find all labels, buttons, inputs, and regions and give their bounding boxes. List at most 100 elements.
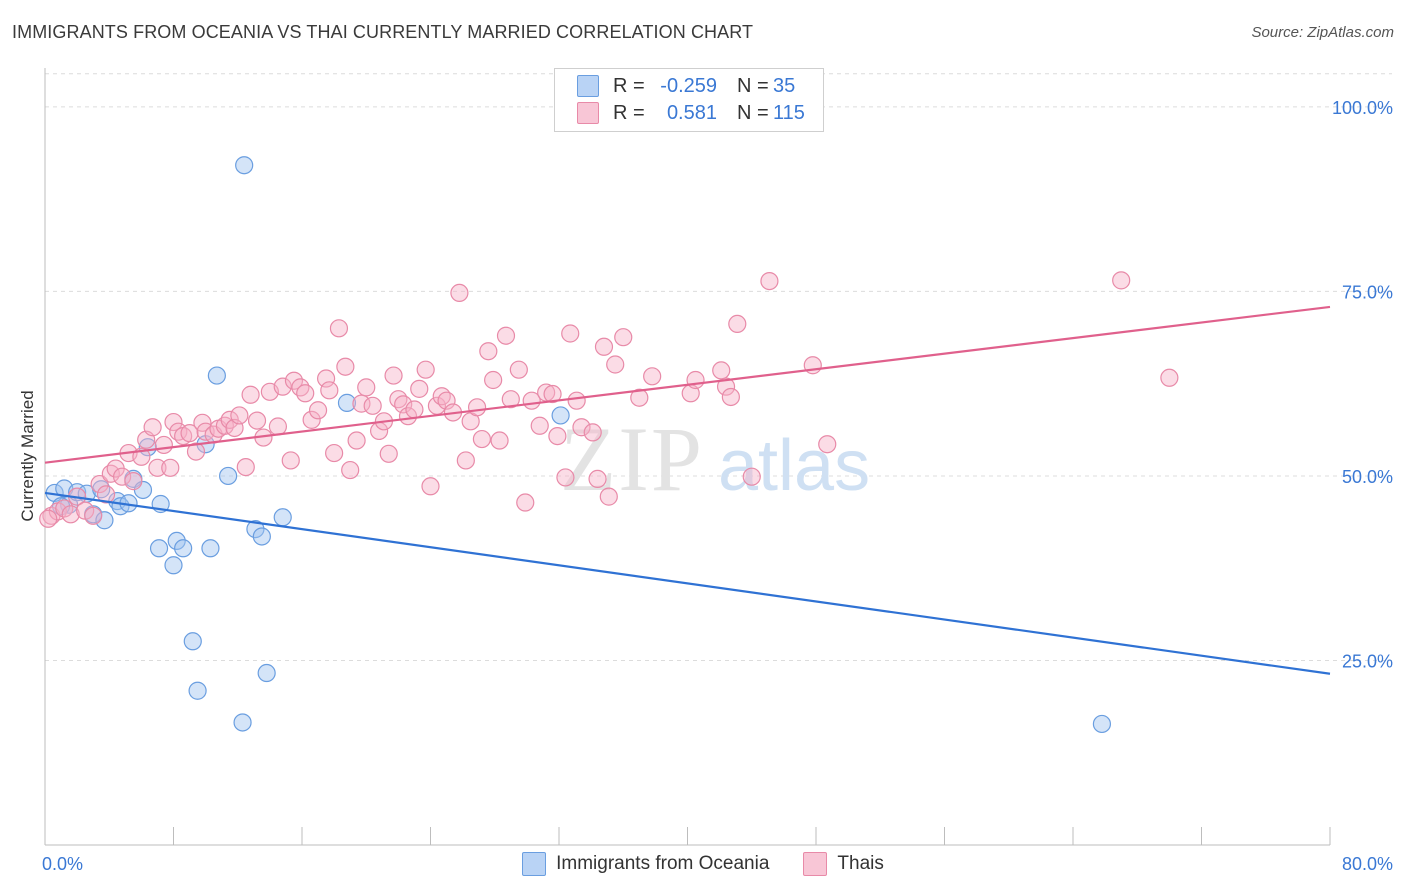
legend-item-oceania[interactable]: Immigrants from Oceania: [522, 852, 769, 876]
thais-point: [742, 467, 761, 486]
y-tick-label: 75.0%: [1342, 282, 1393, 302]
thais-point: [614, 328, 633, 347]
oceania-point: [246, 519, 265, 539]
thais-point: [450, 283, 469, 303]
axes: [44, 68, 1331, 846]
thais-point: [394, 395, 413, 414]
thais-point: [379, 444, 398, 463]
oceania-point: [551, 406, 570, 425]
tick-labels: 25.0% 50.0% 75.0% 100.0% 0.0% 80.0%: [42, 98, 1393, 874]
thais-point: [410, 379, 429, 398]
thais-point: [567, 391, 586, 410]
oceania-point: [164, 556, 183, 575]
r-value: 0.581: [666, 101, 717, 124]
thais-point: [630, 388, 649, 407]
y-tick-label: 50.0%: [1342, 467, 1393, 487]
thais-point: [336, 357, 355, 376]
thais-legend-swatch: [803, 852, 828, 876]
thais-point: [143, 418, 162, 437]
oceania-point: [183, 632, 202, 651]
thais-point: [594, 337, 614, 356]
oceania-point: [167, 531, 186, 551]
oceania-point: [233, 713, 252, 732]
thais-swatch: [577, 102, 599, 124]
thais-point: [352, 394, 371, 413]
thais-point: [588, 469, 607, 489]
thais-point: [721, 387, 740, 407]
thais-point: [316, 369, 336, 388]
r-value: -0.259: [660, 74, 717, 97]
n-value: 35: [773, 74, 796, 97]
oceania-point: [337, 393, 357, 412]
oceania-legend-swatch: [522, 852, 547, 876]
thais-point: [456, 451, 475, 470]
thais-point: [501, 390, 520, 409]
oceania-point: [219, 466, 238, 486]
r-label: R =: [613, 101, 645, 124]
thais-point: [572, 418, 591, 437]
oceania-point: [1092, 714, 1112, 734]
thais-point: [164, 412, 183, 432]
oceania-swatch: [577, 75, 599, 97]
oceania-trend-line: [44, 491, 1331, 675]
trend-lines: [44, 305, 1331, 675]
thais-point: [389, 390, 408, 409]
thais-trend-line: [44, 305, 1331, 464]
oceania-point: [207, 366, 226, 385]
x-tick-label: 80.0%: [1342, 854, 1393, 874]
thais-point: [124, 472, 143, 491]
thais-point: [405, 400, 424, 419]
thais-point: [543, 384, 562, 404]
thais-point: [472, 429, 491, 449]
thais-point: [325, 443, 344, 463]
thais-point: [296, 384, 315, 403]
thais-point: [1160, 368, 1179, 387]
oceania-point: [257, 663, 276, 683]
thais-point: [241, 385, 260, 404]
thais-point: [686, 370, 705, 390]
thais-point: [599, 487, 618, 506]
thais-point: [291, 378, 310, 397]
thais-point: [484, 370, 503, 390]
thais-point: [561, 324, 580, 343]
y-tick-label: 100.0%: [1332, 98, 1393, 118]
thais-point: [268, 417, 288, 436]
thais-point: [96, 485, 116, 504]
thais-point: [302, 410, 321, 429]
thais-point: [230, 406, 249, 425]
thais-point: [363, 396, 382, 415]
thais-point: [421, 477, 440, 496]
thais-point: [490, 431, 509, 450]
thais-point: [154, 435, 173, 455]
n-label: N =: [737, 74, 769, 97]
thais-point: [530, 416, 549, 435]
legend-label-oceania: Immigrants from Oceania: [556, 853, 770, 874]
thais-point: [341, 460, 360, 480]
thais-point: [818, 435, 837, 454]
thais-point: [101, 464, 120, 483]
legend-item-thais[interactable]: Thais: [803, 852, 884, 876]
thais-point: [236, 457, 255, 477]
thais-point: [161, 458, 180, 477]
stats-legend: R = -0.259 N = 35 R = 0.581 N = 115: [554, 68, 824, 132]
thais-point: [61, 505, 80, 524]
thais-point: [467, 398, 487, 417]
oceania-point: [273, 508, 292, 527]
legend-label-thais: Thais: [837, 853, 884, 874]
thais-point: [509, 360, 528, 379]
source-label: Source: ZipAtlas.com: [1251, 24, 1394, 41]
thais-point: [347, 431, 366, 450]
oceania-point: [252, 527, 271, 546]
thais-point: [281, 451, 300, 470]
thais-point: [643, 367, 662, 386]
thais-point: [516, 493, 535, 512]
oceania-point: [188, 681, 207, 700]
oceania-point: [174, 539, 193, 558]
watermark-zip: ZIP: [560, 408, 704, 510]
thais-point: [84, 506, 103, 525]
thais-point: [112, 467, 132, 486]
thais-point: [716, 377, 736, 396]
oceania-point: [235, 156, 254, 175]
thais-point: [479, 342, 498, 361]
